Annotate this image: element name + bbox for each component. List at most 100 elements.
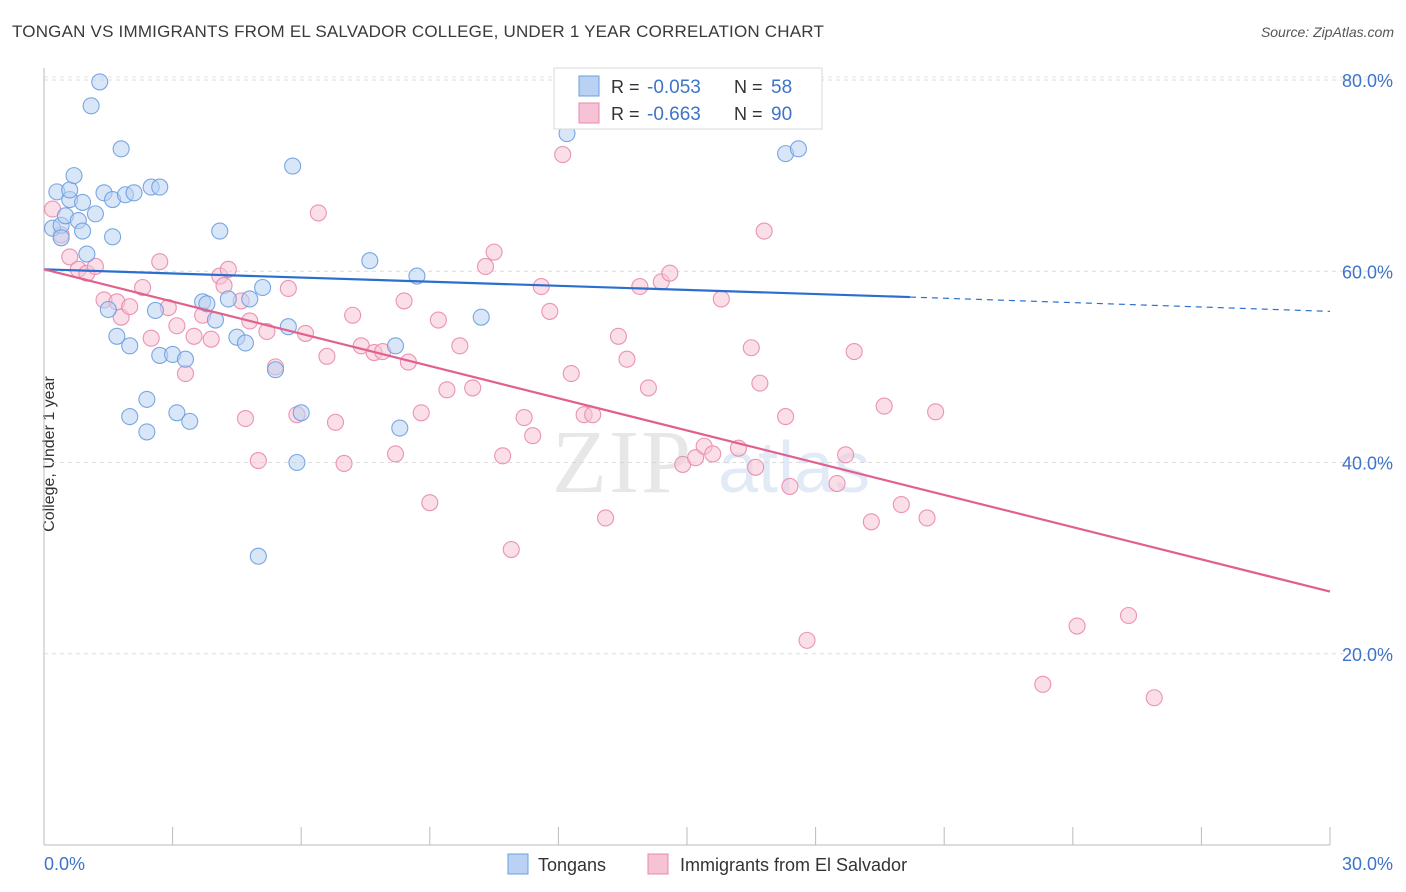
point-el-salvador [1034, 675, 1052, 693]
point-tongans [789, 140, 808, 158]
point-el-salvador [918, 509, 936, 527]
point-tongans [254, 278, 272, 297]
point-el-salvador [532, 277, 550, 296]
point-el-salvador [151, 253, 169, 271]
point-el-salvador [1068, 617, 1086, 635]
point-tongans [146, 301, 165, 320]
legend-r-label-1: R = [611, 77, 640, 97]
point-el-salvador [541, 302, 559, 320]
point-el-salvador [618, 350, 636, 368]
point-tongans [108, 327, 126, 345]
point-tongans [82, 97, 100, 115]
point-el-salvador [344, 306, 362, 324]
point-tongans [121, 408, 139, 426]
point-el-salvador [747, 458, 765, 476]
y-tick-label: 60.0% [1342, 262, 1393, 282]
legend-swatch-tongans [578, 75, 600, 97]
point-tongans [52, 229, 70, 247]
point-tongans [391, 419, 409, 437]
point-tongans [181, 412, 199, 430]
point-el-salvador [185, 327, 203, 345]
point-tongans [386, 337, 405, 355]
point-tongans [112, 140, 130, 158]
point-tongans [61, 181, 79, 199]
trend-line-tongans [43, 268, 910, 299]
point-tongans [104, 228, 122, 246]
point-el-salvador [309, 204, 327, 222]
point-el-salvador [1119, 606, 1138, 625]
point-tongans [86, 205, 104, 223]
point-tongans [65, 167, 83, 185]
point-el-salvador [828, 474, 846, 493]
bottom-swatch-tongans [507, 853, 529, 875]
series-tongans [44, 73, 808, 565]
point-el-salvador [837, 446, 855, 464]
point-tongans [176, 350, 195, 368]
legend-r-label-2: R = [611, 104, 640, 124]
point-el-salvador [429, 311, 447, 329]
point-tongans [74, 193, 92, 211]
point-tongans [236, 334, 255, 352]
trend-lines [43, 268, 1331, 593]
point-tongans [361, 252, 379, 270]
point-el-salvador [742, 339, 760, 357]
point-el-salvador [219, 260, 237, 278]
point-el-salvador [249, 452, 267, 470]
point-tongans [198, 295, 216, 313]
point-el-salvador [386, 445, 405, 463]
legend-r-value-2: -0.663 [647, 104, 701, 125]
point-el-salvador [597, 509, 615, 527]
point-tongans [249, 547, 267, 565]
point-tongans [74, 222, 92, 240]
axes [43, 68, 1331, 846]
bottom-swatch-el-salvador [647, 853, 669, 875]
point-tongans [138, 390, 156, 408]
point-tongans [408, 267, 426, 285]
point-tongans [219, 290, 237, 308]
legend-n-value-1: 58 [771, 77, 792, 98]
point-el-salvador [687, 449, 705, 467]
point-el-salvador [845, 343, 863, 361]
point-el-salvador [704, 445, 722, 463]
point-tongans [211, 222, 229, 240]
point-tongans [288, 453, 306, 472]
point-el-salvador [554, 146, 572, 164]
series-el-salvador [44, 146, 1163, 707]
point-el-salvador [258, 322, 276, 341]
x-tick-label-min: 0.0% [44, 854, 85, 874]
point-tongans [292, 404, 310, 422]
series-legend: Tongans Immigrants from El Salvador [507, 853, 907, 875]
point-tongans [151, 178, 169, 196]
point-tongans [472, 308, 490, 326]
point-el-salvador [202, 330, 220, 348]
point-el-salvador [712, 290, 730, 308]
point-tongans [91, 73, 109, 91]
point-el-salvador [451, 337, 469, 355]
x-tick-label-max: 30.0% [1342, 854, 1393, 874]
point-tongans [121, 337, 139, 355]
point-tongans [138, 423, 156, 441]
watermark-zip: ZIP [552, 413, 693, 512]
legend-n-label-1: N = [734, 77, 763, 97]
trend-line-el-salvador [43, 268, 1331, 593]
point-el-salvador [502, 540, 520, 559]
y-tick-label: 80.0% [1342, 71, 1393, 91]
point-el-salvador [562, 365, 580, 383]
point-tongans [241, 290, 259, 308]
point-el-salvador [661, 264, 679, 282]
y-tick-label: 20.0% [1342, 645, 1393, 665]
point-el-salvador [236, 409, 255, 428]
point-tongans [99, 300, 117, 319]
legend-r-value-1: -0.053 [647, 77, 701, 98]
point-el-salvador [464, 379, 482, 397]
point-el-salvador [121, 298, 139, 316]
point-el-salvador [1145, 689, 1163, 707]
point-el-salvador [134, 278, 152, 297]
source-label: Source: ZipAtlas.com [1260, 24, 1394, 40]
point-el-salvador [755, 222, 773, 240]
point-el-salvador [781, 477, 799, 495]
point-el-salvador [875, 397, 893, 415]
point-el-salvador [927, 403, 945, 421]
point-el-salvador [412, 404, 430, 422]
